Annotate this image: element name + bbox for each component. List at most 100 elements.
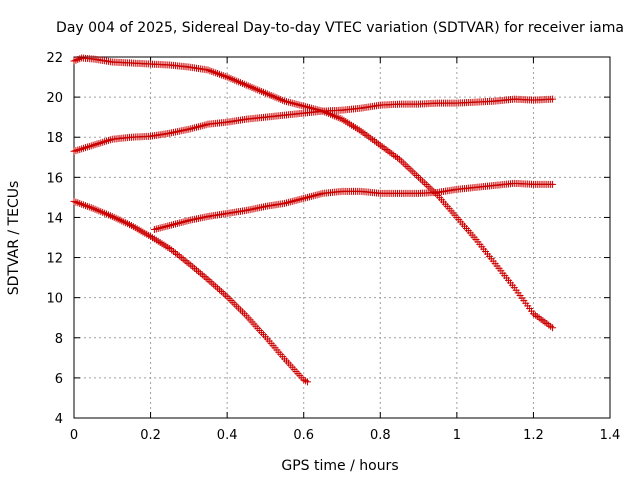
data-point <box>304 378 312 386</box>
data-point <box>177 218 185 226</box>
data-point <box>296 101 304 109</box>
data-point <box>225 295 233 303</box>
data-point <box>91 141 99 149</box>
data-point <box>168 221 176 229</box>
x-axis-label: GPS time / hours <box>281 458 398 474</box>
data-point <box>187 261 195 269</box>
data-point <box>286 99 294 107</box>
data-point <box>70 147 78 155</box>
data-point <box>416 175 424 183</box>
data-point <box>217 288 225 296</box>
data-point <box>72 147 80 155</box>
data-point <box>194 268 202 276</box>
data-point <box>300 194 308 202</box>
chart-title: Day 004 of 2025, Sidereal Day-to-day VTE… <box>56 20 624 36</box>
data-point <box>170 220 178 228</box>
data-point <box>317 190 325 198</box>
data-point <box>198 271 206 279</box>
data-point <box>187 125 195 133</box>
data-point <box>296 195 304 203</box>
data-point <box>288 99 296 107</box>
data-point <box>281 199 289 207</box>
data-point <box>298 102 306 110</box>
data-point <box>311 191 319 199</box>
data-point <box>415 173 423 181</box>
data-point <box>154 224 162 232</box>
data-point <box>418 177 426 185</box>
data-point <box>80 144 88 152</box>
data-point <box>156 224 164 232</box>
data-point <box>93 140 101 148</box>
data-point <box>202 274 210 282</box>
data-point <box>284 98 292 106</box>
data-point <box>74 146 82 154</box>
data-point <box>397 157 405 165</box>
x-tick-label: 1.2 <box>523 428 544 443</box>
data-point <box>198 122 206 130</box>
data-point <box>171 249 179 257</box>
data-point <box>302 194 310 202</box>
data-point <box>210 281 218 289</box>
data-point <box>399 159 407 167</box>
data-point <box>240 310 248 318</box>
data-point <box>99 138 107 146</box>
data-point <box>164 222 172 230</box>
data-point <box>549 95 557 103</box>
data-point <box>214 284 222 292</box>
data-point <box>227 296 235 304</box>
data-point <box>212 282 220 290</box>
data-point <box>78 145 86 153</box>
y-tick-labels: 4 6 8 10 12 14 16 18 20 22 <box>46 51 63 427</box>
data-point <box>150 225 158 233</box>
y-tick-label: 10 <box>46 292 63 307</box>
y-tick-label: 14 <box>46 211 63 226</box>
data-point <box>309 192 317 200</box>
data-point <box>162 222 170 230</box>
data-point <box>200 272 208 280</box>
data-point <box>185 125 193 133</box>
data-point <box>193 266 201 274</box>
data-point <box>179 255 187 263</box>
data-point <box>238 308 246 316</box>
data-point <box>194 123 202 131</box>
data-point <box>411 170 419 178</box>
data-point <box>173 219 181 227</box>
data-point <box>403 163 411 171</box>
data-point <box>233 302 241 310</box>
data-point <box>313 191 321 199</box>
y-tick-label: 8 <box>55 332 63 347</box>
y-tick-label: 16 <box>46 171 63 186</box>
data-point <box>183 217 191 225</box>
data-point <box>171 220 179 228</box>
data-point <box>304 193 312 201</box>
data-point <box>173 251 181 259</box>
y-tick-label: 12 <box>46 252 63 267</box>
data-point <box>175 219 183 227</box>
data-point <box>282 199 290 207</box>
data-point <box>284 198 292 206</box>
data-point <box>202 121 210 129</box>
data-point <box>196 269 204 277</box>
data-point <box>215 286 223 294</box>
data-point <box>231 300 239 308</box>
y-tick-label: 22 <box>46 51 63 66</box>
data-point <box>166 221 174 229</box>
data-point <box>158 223 166 231</box>
data-point <box>103 137 111 145</box>
data-point <box>104 136 112 144</box>
data-point <box>175 252 183 260</box>
data-point <box>97 139 105 147</box>
data-point <box>170 248 178 256</box>
data-point <box>549 180 557 188</box>
x-tick-label: 0 <box>70 428 78 443</box>
data-point <box>237 306 245 314</box>
y-tick-label: 20 <box>46 91 63 106</box>
data-point <box>294 196 302 204</box>
data-point <box>85 142 93 150</box>
data-point <box>288 197 296 205</box>
y-axis-label: SDTVAR / TECUs <box>6 181 22 296</box>
x-tick-label: 0.6 <box>293 428 314 443</box>
data-point <box>401 161 409 169</box>
data-point <box>206 277 214 285</box>
